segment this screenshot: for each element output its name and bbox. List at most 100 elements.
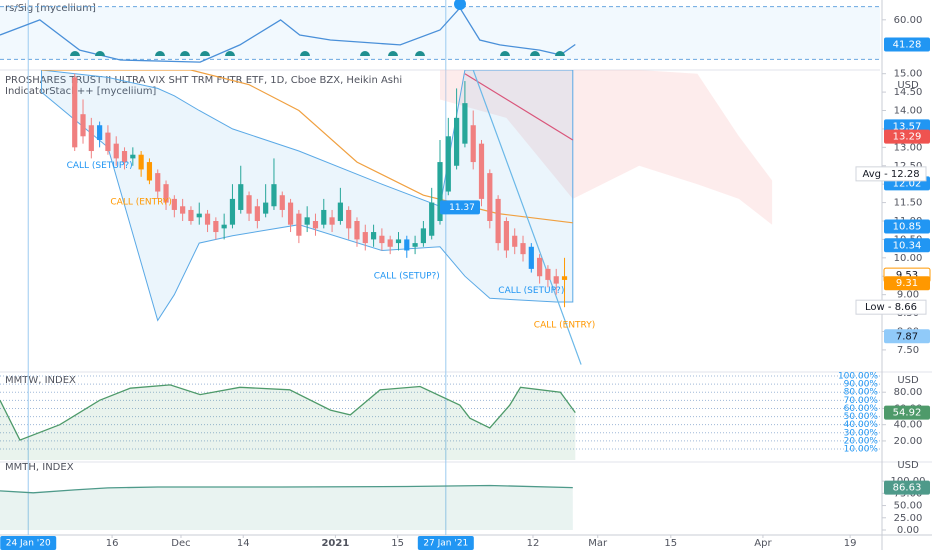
- candle-body: [246, 195, 252, 214]
- pane-title: MMTH, INDEX: [5, 462, 74, 473]
- y-tick-label: 40.00: [894, 420, 923, 431]
- candle-body: [487, 173, 493, 221]
- y-tick-label: 0.00: [897, 525, 919, 536]
- x-tick-label: Mar: [588, 538, 608, 549]
- annotation: CALL (SETUP?): [498, 286, 564, 296]
- pane-title: rs/Sig [myceliium]: [5, 3, 96, 14]
- candle-body: [213, 221, 219, 233]
- candle-body: [346, 209, 352, 229]
- candle-body: [204, 213, 211, 225]
- level-label: 40.00%: [844, 420, 879, 430]
- price-note: [855, 299, 927, 315]
- candle-body: [279, 195, 285, 210]
- candle-body: [362, 232, 368, 244]
- candle-body: [404, 239, 410, 251]
- x-tick-label: Apr: [754, 538, 772, 549]
- callout-label: 11.37: [449, 203, 475, 213]
- candle-body: [454, 117, 460, 166]
- price-badge: [884, 238, 930, 253]
- area: [0, 485, 573, 530]
- candle-body: [88, 125, 94, 152]
- candle-body: [495, 198, 501, 244]
- candle-body: [512, 235, 518, 247]
- y-tick-label: 11.50: [894, 198, 923, 209]
- level-label: 50.00%: [844, 412, 879, 422]
- y-tick-label: 14.50: [894, 87, 923, 98]
- price-badge: [884, 480, 930, 495]
- price-badge: [884, 276, 930, 291]
- y-tick-label: 15.00: [894, 69, 923, 80]
- candle-body: [528, 246, 534, 269]
- date-badge-label: 24 Jan '20: [6, 539, 51, 549]
- level-label: 100.00%: [838, 371, 878, 381]
- series-line: [0, 6, 576, 63]
- y-tick-label: 80.00: [894, 387, 923, 398]
- chart-subtitle: IndicatorStack++ [myceliium]: [5, 86, 156, 97]
- price-note-label: Avg - 12.28: [862, 169, 919, 180]
- price-badge-label: 9.31: [896, 278, 918, 289]
- candle-body: [263, 202, 269, 214]
- level-label: 80.00%: [844, 388, 879, 398]
- candle-body: [113, 143, 119, 159]
- price-badge-label: 12.02: [893, 178, 922, 189]
- price-badge-label: 9.53: [896, 270, 918, 281]
- candle-body: [163, 184, 169, 203]
- candle-body: [412, 243, 418, 247]
- candle-body: [171, 198, 177, 210]
- candle-body: [254, 206, 260, 221]
- x-tick-label: 12: [527, 538, 540, 549]
- signal-marker: [454, 0, 466, 10]
- price-badge: [884, 405, 930, 420]
- candle-body: [395, 239, 402, 244]
- price-badge-label: 13.57: [893, 121, 922, 132]
- candle-body: [304, 217, 310, 225]
- date-badge: [417, 536, 474, 550]
- candle-body: [229, 198, 236, 225]
- y-tick-label: 7.50: [897, 345, 919, 356]
- candle-body: [121, 151, 128, 163]
- level-label: 30.00%: [844, 428, 879, 438]
- signal-marker: [180, 51, 190, 56]
- signal-marker: [200, 51, 210, 56]
- candle-body: [221, 224, 227, 229]
- y-tick-label: 25.00: [894, 513, 923, 524]
- level-label: 60.00%: [844, 404, 879, 414]
- band-fill: [41, 70, 574, 322]
- candle-body: [296, 213, 302, 236]
- price-note-label: Low - 8.66: [865, 302, 917, 313]
- callout-box: [440, 200, 480, 215]
- y-tick-label: 60.00: [894, 15, 923, 26]
- candle-body: [561, 276, 568, 280]
- signal-marker: [500, 51, 510, 56]
- x-tick-label: 19: [844, 538, 857, 549]
- candle-body: [312, 221, 319, 229]
- level-label: 70.00%: [844, 396, 879, 406]
- level-zone: [0, 6, 880, 60]
- y-tick-label: 12.50: [894, 161, 923, 172]
- signal-marker: [415, 51, 425, 56]
- signal-marker: [225, 51, 235, 56]
- price-badge: [884, 129, 930, 144]
- signal-marker: [70, 51, 80, 56]
- level-label: 20.00%: [844, 436, 879, 446]
- candle-body: [503, 221, 510, 251]
- candle-body: [445, 136, 451, 192]
- price-badge-label: 7.87: [896, 331, 918, 342]
- candle-body: [105, 132, 111, 152]
- price-badge-label: 41.28: [893, 40, 922, 51]
- candle-body: [379, 235, 385, 244]
- candle-body: [271, 184, 277, 207]
- candle-body: [437, 162, 443, 221]
- candle-body: [180, 206, 186, 214]
- candle-body: [537, 257, 543, 277]
- signal-marker: [530, 51, 540, 56]
- candle-body: [238, 184, 244, 210]
- unit-label: USD: [897, 375, 919, 386]
- y-tick-label: 50.00: [894, 501, 923, 512]
- y-tick-label: 10.00: [894, 253, 923, 264]
- series-line: [0, 384, 576, 441]
- signal-marker: [95, 51, 105, 56]
- y-tick-label: 20.00: [894, 436, 923, 447]
- unit-label: USD: [897, 460, 919, 471]
